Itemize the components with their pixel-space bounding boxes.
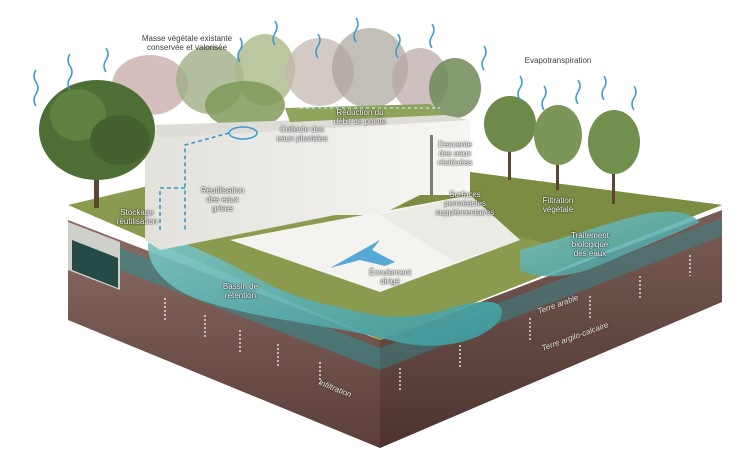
evapotranspiration-arrows — [33, 17, 637, 111]
storage-tank — [68, 222, 120, 290]
label-ecoulement: Écoulement dirigé — [368, 268, 412, 286]
label-filtration: Filtration végétale — [542, 196, 574, 214]
infiltration-arrows — [164, 255, 691, 392]
label-traitement: Traitement biologique des eaux — [571, 231, 609, 258]
bioswale-channel — [520, 211, 700, 277]
label-reduction: Réduction du débit de pointe — [333, 108, 387, 126]
label-collecte: Collecte des eaux pluviales — [276, 125, 328, 143]
label-surfaces: Surfaces perméables supplémentaires — [435, 190, 495, 217]
retention-basin — [148, 235, 502, 346]
pipe-dashed-1 — [184, 132, 230, 230]
label-vegetation: Masse végétale existante conservée et va… — [141, 34, 233, 52]
label-bassin: Bassin de rétention — [222, 282, 259, 300]
label-evapotranspiration: Evapotranspiration — [524, 56, 592, 65]
label-descente: Descente des eaux résiduées — [437, 140, 473, 167]
label-reutilisation: Réutilisation des eaux grises — [200, 186, 245, 213]
flow-arrow — [330, 240, 395, 268]
pipe-dashed-2 — [159, 187, 185, 230]
left-tree — [39, 80, 155, 208]
right-trees — [484, 96, 640, 204]
label-stockage: Stockage réutilisation — [116, 208, 158, 226]
